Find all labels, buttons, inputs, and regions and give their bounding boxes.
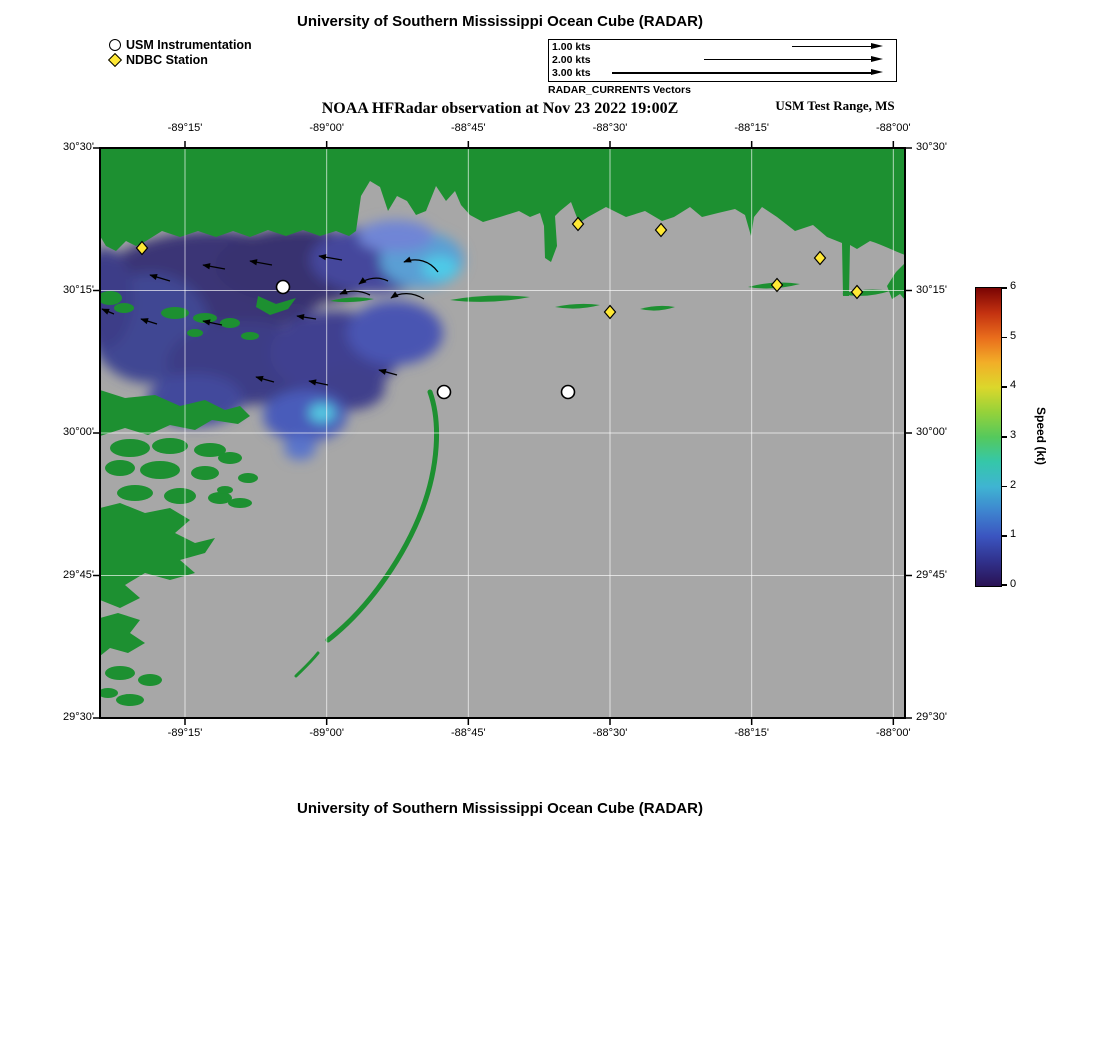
vector-arrowhead-icon [871,56,883,63]
colorbar-tick-label: 6 [1010,280,1017,292]
map-area [92,140,913,726]
colorbar-tick-label: 2 [1010,478,1017,491]
vector-arrow-line [612,72,872,74]
colorbar-tick [1002,386,1007,388]
observation-subtitle: NOAA HFRadar observation at Nov 23 2022 … [321,100,679,117]
usm-instrumentation-markers [275,279,576,400]
colorbar-tick-label: 4 [1010,379,1017,392]
gridlines [100,148,905,718]
colorbar-tick-label: 5 [1010,329,1017,342]
colorbar-tick [1002,485,1007,488]
x-tick-label: -88°30' [592,122,628,134]
vector-scale-row-2: 2.00 kts [549,53,896,66]
y-tick-label: 30°00' [63,426,94,438]
x-tick-label: -88°30' [592,727,628,739]
colorbar-tick-label: 1 [1010,528,1017,541]
current-vector-arrows [101,254,439,386]
colorbar-tick [1002,336,1007,339]
y-tick-label: 30°30' [63,141,94,153]
map-canvas [93,141,912,725]
map-frame [99,147,906,719]
colorbar-tick [1002,436,1007,438]
test-range-label: USM Test Range, MS [775,98,895,113]
y-tick-label: 29°45' [916,568,947,581]
y-tick-label: 30°15' [916,283,947,296]
vector-scale-row-3: 3.00 kts [549,66,896,79]
usm-circle-marker-icon [109,38,121,51]
colorbar-tick [1002,535,1007,537]
legend-item-ndbc: NDBC Station [107,52,252,67]
land-marshes [100,390,258,706]
x-tick-label: -89°15' [167,727,203,739]
x-tick-label: -88°00' [875,727,911,739]
y-tick-label: 29°30' [916,711,947,723]
vector-arrowhead-icon [871,43,883,49]
x-tick-label: -89°00' [309,122,345,134]
vector-arrow-line [704,59,872,61]
vector-scale-label: 1.00 kts [552,41,591,53]
vector-arrowhead-icon [871,69,883,76]
vector-scale-row-1: 1.00 kts [549,40,896,53]
vector-scale-box: 1.00 kts 2.00 kts 3.00 kts [548,39,897,82]
vector-scale-caption: RADAR_CURRENTS Vectors [548,84,691,96]
axis-ticks [93,141,912,725]
x-tick-label: -88°00' [875,122,911,134]
vector-scale-label: 3.00 kts [552,67,591,80]
x-tick-label: -89°00' [309,727,345,739]
y-tick-label: 29°30' [63,711,94,723]
ndbc-station-markers [135,216,864,320]
vector-scale-label: 2.00 kts [552,54,591,67]
x-tick-label: -89°15' [167,122,203,134]
y-tick-label: 29°45' [63,568,94,581]
vector-arrow-line [792,46,872,48]
y-tick-label: 30°00' [916,426,947,438]
bottom-title: University of Southern Mississippi Ocean… [297,800,703,817]
x-tick-label: -88°45' [450,122,486,134]
page-title: University of Southern Mississippi Ocean… [297,13,703,30]
map-legend: USM Instrumentation NDBC Station [107,37,252,67]
legend-label-ndbc: NDBC Station [126,52,208,67]
land-islets [100,291,259,340]
radar-speed-field [100,220,464,460]
colorbar-tick [1002,584,1007,586]
ndbc-diamond-marker-icon [107,52,123,67]
speed-colorbar [975,287,1002,587]
colorbar-tick-label: 0 [1010,578,1017,590]
y-tick-label: 30°30' [916,141,947,153]
colorbar-tick-label: 3 [1010,429,1017,441]
x-tick-label: -88°45' [450,727,486,739]
colorbar-label-wrap: Speed (kt) [1034,287,1048,585]
legend-item-usm: USM Instrumentation [109,37,252,52]
legend-label-usm: USM Instrumentation [126,37,252,52]
chandeleur-islands [294,389,440,678]
x-tick-label: -88°15' [734,122,770,134]
colorbar-tick [1002,287,1007,289]
colorbar-label: Speed (kt) [1034,406,1048,465]
x-tick-label: -88°15' [734,727,770,739]
y-tick-label: 30°15' [63,283,94,296]
